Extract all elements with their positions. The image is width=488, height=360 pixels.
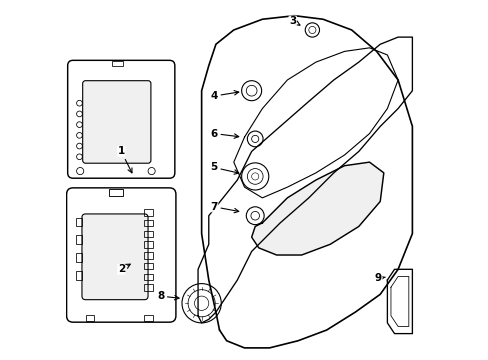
Bar [76, 271, 82, 280]
FancyBboxPatch shape [82, 81, 151, 163]
Text: 8: 8 [157, 291, 179, 301]
Text: 6: 6 [210, 129, 238, 139]
Bar [144, 209, 153, 216]
Bar [144, 220, 153, 226]
Circle shape [241, 163, 268, 190]
Bar [112, 61, 123, 66]
Bar [144, 284, 153, 291]
Text: 5: 5 [210, 162, 238, 174]
Bar [144, 274, 153, 280]
Bar [108, 189, 123, 196]
Text: 4: 4 [210, 91, 238, 101]
Text: 7: 7 [210, 202, 238, 213]
Bar [85, 315, 94, 321]
Bar [76, 217, 82, 226]
Text: 2: 2 [118, 264, 130, 274]
Text: 9: 9 [374, 273, 385, 283]
Circle shape [247, 131, 263, 147]
Bar [144, 315, 153, 321]
Polygon shape [251, 162, 383, 255]
Circle shape [241, 81, 261, 101]
Bar [144, 263, 153, 269]
Circle shape [182, 284, 221, 323]
Text: 3: 3 [288, 16, 299, 26]
Bar [144, 231, 153, 237]
Bar [144, 252, 153, 258]
Bar [76, 253, 82, 262]
Bar [76, 235, 82, 244]
Circle shape [246, 207, 264, 225]
FancyBboxPatch shape [82, 214, 148, 300]
Text: 1: 1 [118, 147, 132, 173]
Bar [144, 242, 153, 248]
